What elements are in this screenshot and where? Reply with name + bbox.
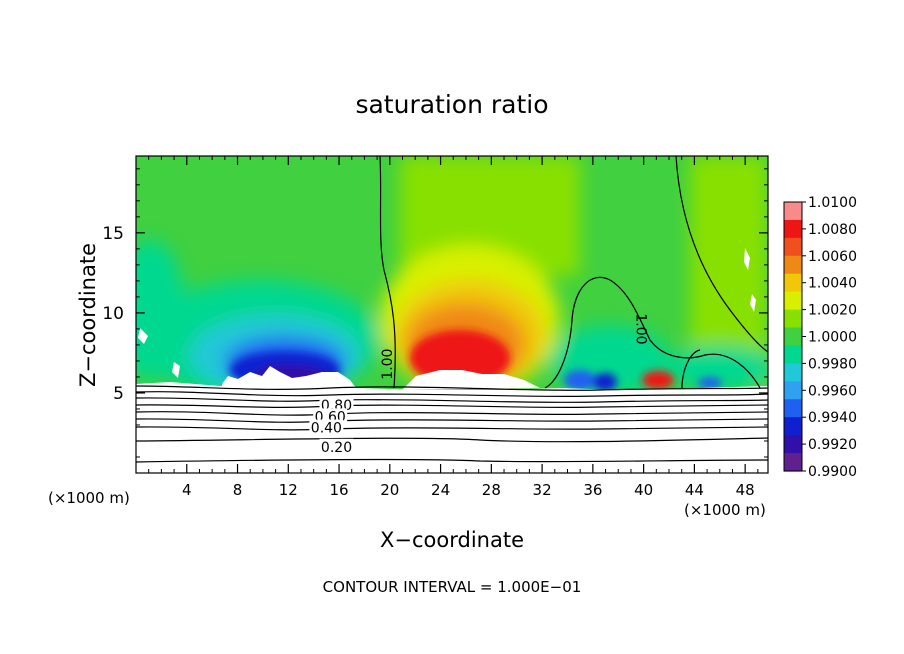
heatmap-field	[136, 156, 768, 473]
contour-label-bg	[309, 419, 344, 434]
contour-label-text: 0.40	[311, 421, 342, 437]
colorbar-tick-label: 0.9960	[808, 383, 857, 399]
y-tick-label: 15	[102, 224, 124, 244]
colorbar-tick-label: 1.0060	[808, 249, 857, 265]
colorbar-tick-label: 1.0040	[808, 276, 857, 292]
x-tick-label: 32	[533, 481, 552, 499]
colorbar-swatch	[784, 327, 802, 347]
contour-label-bg	[313, 408, 348, 423]
contour-labels: 1.001.000.800.600.400.20	[309, 313, 648, 456]
x-axis: 4 8 12 16 20 24 28 32 36 40 44 48	[148, 156, 759, 499]
contour-label-text: 0.20	[321, 440, 352, 456]
colorbar-swatch	[784, 345, 802, 364]
x-tick-label: 12	[279, 481, 298, 499]
colorbar-swatch	[784, 237, 802, 257]
colorbar-swatch	[784, 219, 802, 239]
x-tick-label: 20	[380, 481, 399, 499]
colorbar-tick-label: 1.0020	[808, 303, 857, 319]
colorbar-swatch	[784, 381, 802, 400]
x-tick-label: 16	[330, 481, 349, 499]
x-tick-label: 44	[685, 481, 704, 499]
y-tick-label: 5	[113, 384, 124, 404]
x-tick-label: 40	[634, 481, 653, 499]
colorbar-tick-label: 0.9940	[808, 410, 857, 426]
colorbar-swatch	[784, 291, 802, 311]
x-tick-label: 8	[233, 481, 243, 499]
y-tick-label: 10	[102, 304, 124, 324]
colorbar-swatch	[784, 435, 802, 454]
colorbar-swatch	[784, 309, 802, 329]
colorbar-tick-label: 1.0080	[808, 222, 857, 238]
x-tick-label: 24	[431, 481, 450, 499]
x-tick-label: 36	[583, 481, 602, 499]
x-tick-label: 4	[182, 481, 192, 499]
colorbar-tick-label: 0.9980	[808, 356, 857, 372]
colorbar-swatch	[784, 255, 802, 275]
plot-frame	[135, 155, 769, 474]
contour-label-bg	[319, 397, 354, 412]
colorbar-tick-label: 1.0000	[808, 330, 857, 346]
colorbar-tick-label: 0.9900	[808, 464, 857, 480]
chart-title: saturation ratio	[355, 90, 548, 119]
colorbar-tick-label: 0.9920	[808, 437, 857, 453]
contour-label: 0.20	[319, 438, 354, 456]
contour-label-text: 1.00	[380, 349, 396, 380]
contour-interval-note: CONTOUR INTERVAL = 1.000E−01	[323, 578, 582, 596]
colorbar-swatch	[784, 363, 802, 382]
contour-label: 1.00	[632, 313, 648, 344]
x-tick-label: 48	[736, 481, 755, 499]
contour-label-text: 1.00	[632, 313, 648, 344]
x-axis-unit-right: (×1000 m)	[684, 501, 766, 519]
contour-label: 1.00	[380, 349, 396, 380]
x-tick-label: 28	[482, 481, 501, 499]
contour-label-bg	[319, 438, 354, 453]
colorbar-swatch	[784, 399, 802, 418]
colorbar-tick-label: 1.0100	[808, 195, 857, 211]
x-axis-unit-left: (×1000 m)	[48, 489, 130, 507]
y-axis-label: Z−coordinate	[76, 243, 100, 387]
colorbar-swatch	[784, 273, 802, 293]
colorbar-swatch	[784, 453, 802, 472]
colorbar-swatch	[784, 202, 802, 221]
y-axis: 5 10 15	[102, 168, 768, 458]
colorbar-swatch	[784, 417, 802, 436]
x-axis-label: X−coordinate	[380, 528, 524, 552]
contour-label: 0.40	[309, 419, 344, 437]
colorbar: 1.0100 1.0080 1.0060 1.0040 1.0020 1.0000 0.99…	[783, 195, 857, 480]
